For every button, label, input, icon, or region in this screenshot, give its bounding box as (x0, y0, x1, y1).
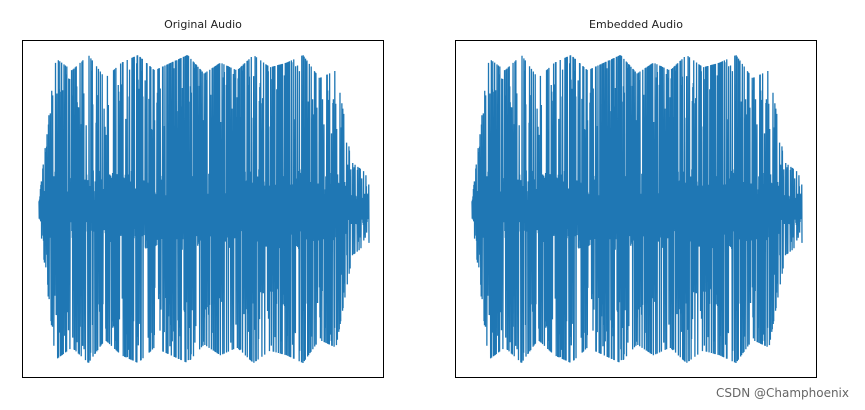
chart-title: Embedded Audio (589, 18, 683, 31)
original-audio-plot (22, 40, 384, 378)
embedded-audio-panel: Embedded Audio (455, 18, 817, 378)
original-audio-panel: Original Audio (22, 18, 384, 378)
watermark-text: CSDN @Champhoenix (715, 386, 849, 400)
waveform-line (471, 55, 803, 363)
chart-title: Original Audio (164, 18, 242, 31)
waveform-line (38, 55, 370, 363)
embedded-audio-plot (455, 40, 817, 378)
original-audio-waveform (38, 55, 370, 363)
embedded-audio-waveform (471, 55, 803, 363)
